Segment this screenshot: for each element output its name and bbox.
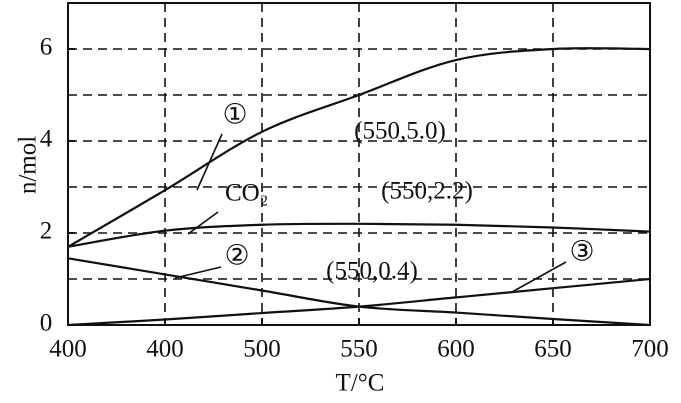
series-label: ②: [224, 240, 249, 271]
series-label: CO₂: [225, 180, 268, 207]
series-line: [67, 47, 651, 248]
x-tick-label: 400: [49, 336, 87, 363]
x-tick-label: 600: [437, 336, 475, 363]
leader-line: [511, 261, 567, 293]
y-tick-label: 6: [40, 34, 53, 61]
annotation: (550,2.2): [381, 178, 473, 205]
series-label: ③: [569, 236, 594, 267]
x-axis-label: T/°C: [336, 370, 385, 397]
y-tick-label: 2: [40, 218, 53, 245]
series-line: [67, 222, 651, 248]
x-tick-label: 400: [146, 336, 184, 363]
leader-line: [196, 133, 223, 191]
annotation: (550,0.4): [326, 258, 418, 285]
y-axis-label: n/mol: [15, 136, 42, 194]
y-tick-label: 4: [40, 126, 53, 153]
x-tick-label: 650: [534, 336, 572, 363]
series-line: [67, 277, 651, 327]
y-tick-label: 0: [40, 310, 53, 337]
leader-line: [187, 211, 219, 235]
series-label: ①: [222, 99, 247, 130]
x-tick-label: 500: [243, 336, 281, 363]
x-tick-label: 700: [631, 336, 669, 363]
leader-line: [174, 266, 222, 279]
x-tick-label: 550: [340, 336, 378, 363]
annotation: (550,5.0): [354, 118, 446, 145]
